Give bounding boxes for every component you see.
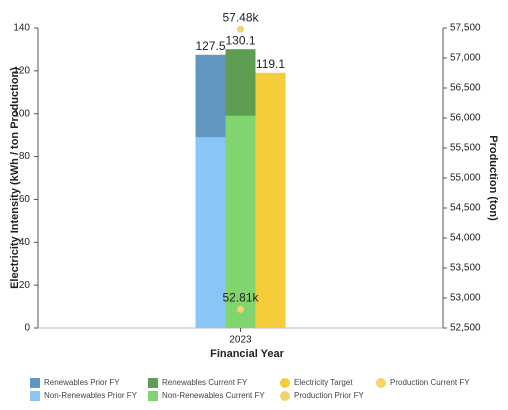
y-tick-label: 80 bbox=[19, 151, 31, 162]
y2-tick-label: 57,000 bbox=[450, 53, 481, 64]
legend: Non-Renewables Prior FY Renewables Prior … bbox=[30, 378, 470, 401]
y2-tick-label: 57,500 bbox=[450, 23, 481, 34]
point bbox=[237, 305, 244, 313]
y2-axis-title: Production (ton) bbox=[487, 135, 499, 221]
y-tick-label: 140 bbox=[13, 23, 30, 34]
point bbox=[237, 25, 244, 33]
point-label: 52.81k bbox=[222, 291, 259, 305]
y2-tick-label: 52,500 bbox=[450, 323, 481, 334]
x-axis-title: Financial Year bbox=[210, 348, 285, 360]
legend-marker bbox=[280, 391, 290, 401]
y2-tick-label: 56,500 bbox=[450, 83, 481, 94]
y-tick-label: 40 bbox=[19, 237, 31, 248]
bar bbox=[195, 137, 226, 328]
y-tick-label: 120 bbox=[13, 65, 30, 76]
legend-marker bbox=[30, 378, 40, 388]
x-tick-label: 2023 bbox=[229, 335, 252, 346]
legend-marker bbox=[376, 378, 386, 388]
legend-label: Electricity Target bbox=[294, 378, 353, 387]
y2-tick-label: 54,500 bbox=[450, 203, 481, 214]
y2-tick-label: 54,000 bbox=[450, 233, 481, 244]
bar bbox=[255, 72, 286, 329]
legend-label: Renewables Current FY bbox=[162, 378, 248, 387]
y2-tick-label: 55,500 bbox=[450, 143, 481, 154]
y-tick-label: 100 bbox=[13, 108, 30, 119]
y2-tick-label: 56,000 bbox=[450, 113, 481, 124]
legend-marker bbox=[30, 391, 40, 401]
bar bbox=[225, 49, 256, 116]
legend-label: Production Prior FY bbox=[294, 391, 364, 400]
y-tick-label: 0 bbox=[24, 323, 30, 334]
y-tick-label: 20 bbox=[19, 280, 31, 291]
y-tick-label: 60 bbox=[19, 194, 31, 205]
legend-marker bbox=[280, 378, 290, 388]
legend-marker bbox=[148, 391, 158, 401]
total-label: 127.5 bbox=[195, 39, 225, 53]
y2-tick-label: 53,000 bbox=[450, 293, 481, 304]
y2-tick-label: 55,000 bbox=[450, 173, 481, 184]
y-axis-title: Electricity Intensity (kWh / ton Product… bbox=[9, 67, 21, 289]
legend-label: Non-Renewables Current FY bbox=[162, 391, 265, 400]
bar bbox=[225, 115, 256, 328]
legend-label: Production Current FY bbox=[390, 378, 470, 387]
legend-marker bbox=[148, 378, 158, 388]
y2-tick-label: 53,500 bbox=[450, 263, 481, 274]
legend-label: Renewables Prior FY bbox=[44, 378, 120, 387]
value-label: 119.1 bbox=[256, 57, 285, 71]
legend-label: Non-Renewables Prior FY bbox=[44, 391, 138, 400]
total-label: 130.1 bbox=[225, 33, 255, 47]
point-label: 57.48k bbox=[222, 10, 259, 24]
bar bbox=[195, 54, 226, 138]
